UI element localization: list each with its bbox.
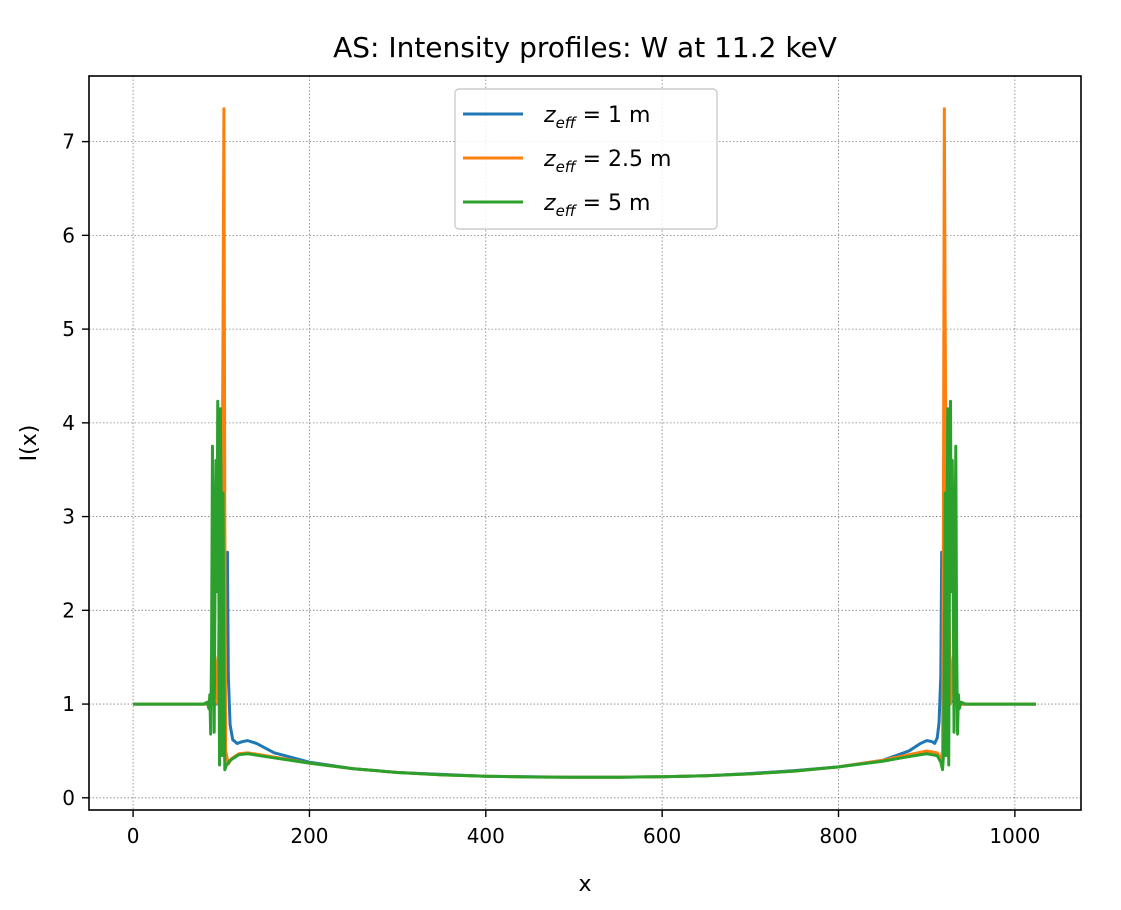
plot-frame <box>88 75 1082 811</box>
series-line-2 <box>133 399 1037 779</box>
y-tick-label: 1 <box>62 692 75 716</box>
x-tick-label: 800 <box>819 824 857 848</box>
chart-title: AS: Intensity profiles: W at 11.2 keV <box>333 31 837 64</box>
y-tick-label: 0 <box>62 786 75 810</box>
y-axis-label: I(x) <box>17 425 42 462</box>
x-tick-label: 600 <box>643 824 681 848</box>
y-tick-label: 5 <box>62 317 75 341</box>
legend-entry-0: zeff = 1 m <box>543 103 650 132</box>
legend-entry-2: zeff = 5 m <box>543 191 650 220</box>
y-tick-label: 7 <box>62 130 75 154</box>
legend-entry-1: zeff = 2.5 m <box>543 147 671 176</box>
x-tick-label: 0 <box>127 824 140 848</box>
y-tick-label: 4 <box>62 411 75 435</box>
grid <box>89 76 1081 810</box>
series-line-0 <box>133 550 1037 779</box>
legend: zeff = 1 m zeff = 2.5 m zeff = 5 m <box>454 88 718 230</box>
axis-ticks: 0 200 400 600 800 1000 0 1 2 3 4 5 6 7 <box>62 130 1040 848</box>
legend-box <box>454 88 718 230</box>
x-tick-label: 400 <box>467 824 505 848</box>
x-tick-label: 1000 <box>989 824 1040 848</box>
x-axis-label: x <box>578 872 591 897</box>
series-layer <box>133 107 1037 779</box>
y-tick-label: 6 <box>62 223 75 247</box>
y-tick-label: 3 <box>62 505 75 529</box>
x-tick-label: 200 <box>290 824 328 848</box>
y-tick-label: 2 <box>62 598 75 622</box>
